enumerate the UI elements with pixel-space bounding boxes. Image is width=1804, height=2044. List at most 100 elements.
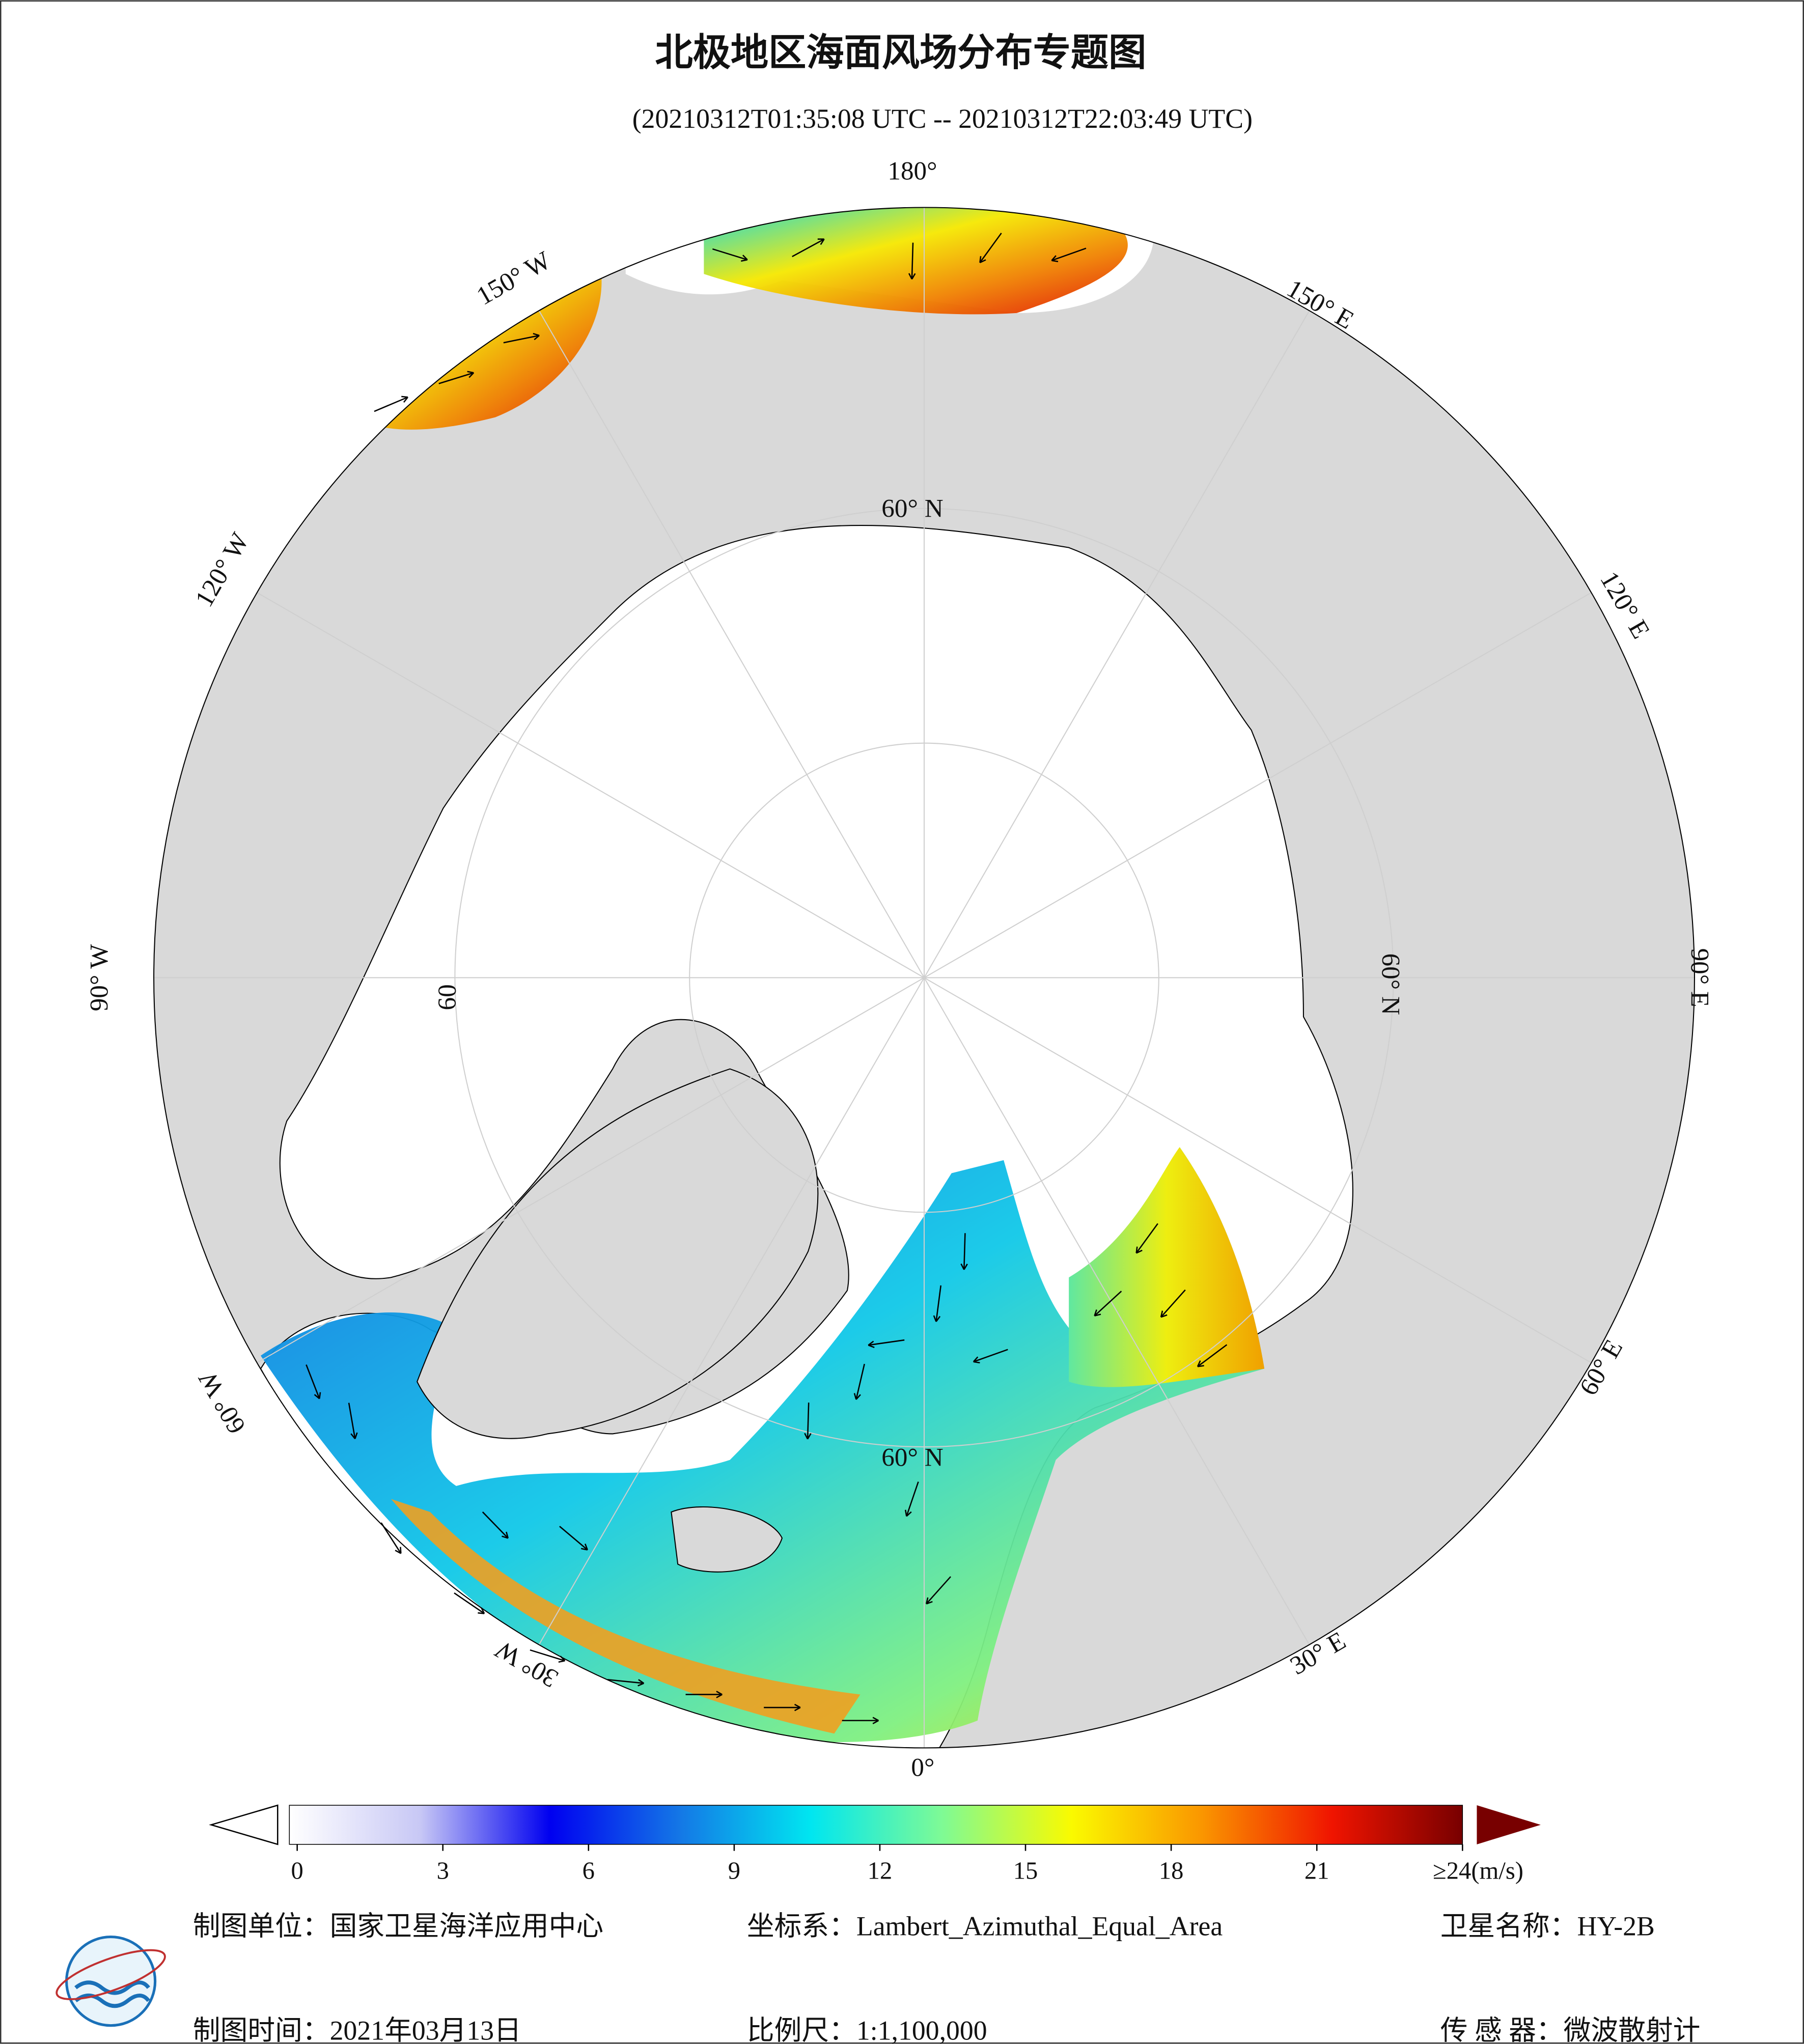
- meridian: [538, 977, 925, 1645]
- wind-arrow: [438, 372, 474, 384]
- wind-arrow: [607, 1678, 644, 1684]
- meridian: [924, 310, 1310, 978]
- wind-arrow-head: [533, 332, 540, 341]
- colorbar-tick-label: 21: [1305, 1857, 1329, 1884]
- wind-arrow-head: [817, 238, 825, 245]
- wind-arrow: [306, 1364, 320, 1399]
- wind-arrow-head: [1197, 1360, 1204, 1367]
- iceland: [671, 1506, 783, 1573]
- wind-arrow: [374, 396, 408, 412]
- map-border: [153, 207, 1695, 1749]
- title: 北极地区海面风场分布专题图: [655, 31, 1147, 75]
- colorbar-tick-label: 9: [728, 1857, 740, 1884]
- colorbar-tick-label: 18: [1159, 1857, 1184, 1884]
- meridian: [924, 977, 1310, 1645]
- wind-arrow: [935, 1285, 942, 1322]
- wind-arrow-head: [467, 371, 475, 378]
- footer-sensor: 传 感 器：微波散射计: [1440, 2015, 1701, 2044]
- logo: [55, 1936, 166, 2027]
- wind-arrow: [454, 1592, 485, 1614]
- meridian: [538, 310, 925, 978]
- wind-arrow: [906, 1481, 919, 1517]
- wind-arrow-head: [1135, 1246, 1143, 1254]
- colorbar: 0 3 6 9 12 15 18 21 ≥24(m/s): [209, 1804, 1541, 1884]
- wind-arrow: [963, 1233, 966, 1270]
- footer-satellite: 卫星名称：HY-2B: [1440, 1911, 1655, 1942]
- wind-arrow: [1094, 1291, 1122, 1317]
- colorbar-tick-label: 15: [1013, 1857, 1038, 1884]
- footer-projection: 坐标系：Lambert_Azimuthal_Equal_Area: [747, 1911, 1223, 1942]
- meridian: [257, 977, 925, 1363]
- greenland: [417, 1068, 819, 1439]
- wind-arrow-head: [350, 1432, 358, 1439]
- wind-arrow: [1051, 247, 1087, 261]
- footer-scale: 比例尺：1:1,100,000: [747, 2015, 987, 2044]
- footer-date: 制图时间：2021年03月13日: [193, 2015, 521, 2044]
- lon-label: 180°: [887, 157, 937, 186]
- lat-label: 60° N: [881, 1443, 943, 1472]
- wind-field-band: [391, 1499, 861, 1734]
- wind-arrow-head: [853, 1393, 861, 1400]
- wind-arrow: [1160, 1289, 1186, 1318]
- colorbar-tick-label: 12: [868, 1857, 893, 1884]
- wind-field-barents: [1069, 1147, 1265, 1387]
- wind-arrow-head: [716, 1691, 723, 1698]
- wind-arrow-head: [741, 255, 748, 262]
- wind-arrow-head: [872, 1717, 879, 1724]
- wind-arrow: [792, 238, 825, 258]
- wind-arrow: [712, 248, 748, 261]
- wind-arrow-head: [794, 1703, 801, 1712]
- wind-arrow: [973, 1349, 1008, 1363]
- colorbar-tick-label: 6: [582, 1857, 595, 1884]
- subtitle: (20210312T01:35:08 UTC -- 20210312T22:03…: [632, 103, 1253, 134]
- colorbar-tick-label: 0: [291, 1857, 303, 1884]
- lon-label: 0°: [911, 1753, 934, 1782]
- meridian: [924, 977, 1592, 1363]
- wind-arrow-head: [637, 1679, 645, 1687]
- parallel: [454, 508, 1394, 1448]
- wind-arrow-head: [933, 1315, 941, 1322]
- lat-label: 60° N: [1376, 954, 1405, 1015]
- wind-arrow-head: [904, 1509, 912, 1517]
- wind-arrow-head: [580, 1543, 588, 1551]
- wind-arrow: [559, 1526, 588, 1551]
- wind-field-bering: [704, 207, 1128, 315]
- parallel: [689, 742, 1159, 1213]
- colorbar-tick-label: 3: [437, 1857, 449, 1884]
- wind-arrow: [1135, 1223, 1158, 1254]
- wind-arrow: [503, 334, 540, 344]
- wind-arrow-head: [1051, 255, 1059, 262]
- wind-arrow: [807, 1402, 810, 1439]
- lon-label: 90° E: [1685, 948, 1714, 1007]
- wind-arrow-head: [395, 1547, 402, 1554]
- graticule: [154, 207, 1695, 1748]
- wind-arrow: [1197, 1344, 1228, 1367]
- colorbar-max-arrow: [1477, 1805, 1541, 1844]
- wind-arrow-head: [401, 396, 409, 403]
- wind-arrow-head: [502, 1531, 509, 1539]
- colorbar-bar: [289, 1805, 1463, 1845]
- wind-arrow-head: [908, 273, 916, 279]
- meridian: [257, 592, 925, 978]
- wind-arrow: [855, 1363, 865, 1400]
- wind-arrow-head: [868, 1340, 875, 1349]
- wind-arrow: [926, 1576, 952, 1605]
- colorbar-tick-label: ≥24(m/s): [1433, 1857, 1523, 1884]
- wind-arrow: [482, 1511, 509, 1539]
- wind-arrow-head: [960, 1263, 968, 1270]
- wind-arrow-head: [314, 1392, 321, 1399]
- wind-arrows: [306, 233, 1228, 1724]
- wind-arrow-head: [973, 1356, 980, 1364]
- colorbar-min-arrow: [209, 1804, 279, 1845]
- wind-arrow-head: [804, 1433, 812, 1440]
- wind-arrow: [979, 233, 1002, 263]
- wind-arrow: [348, 1403, 356, 1439]
- wind-arrow-head: [1160, 1310, 1168, 1318]
- wind-arrow-head: [1094, 1309, 1101, 1317]
- footer-unit: 制图单位：国家卫星海洋应用中心: [193, 1911, 603, 1942]
- wind-arrow-head: [979, 256, 986, 264]
- wind-arrow: [911, 242, 914, 279]
- wind-arrow: [868, 1339, 905, 1346]
